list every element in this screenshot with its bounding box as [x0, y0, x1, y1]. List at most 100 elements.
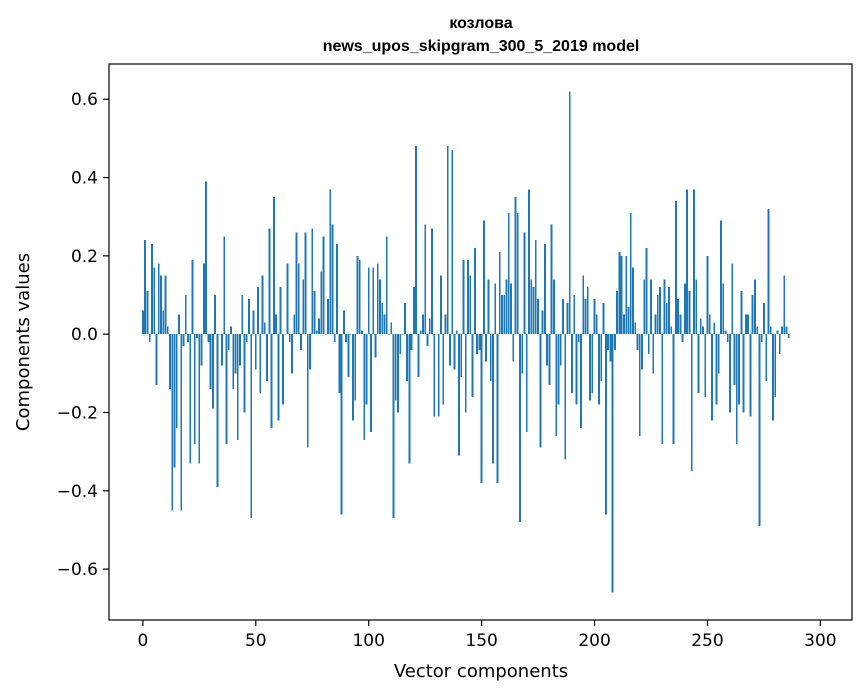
bar — [787, 334, 790, 339]
bar — [713, 322, 716, 335]
bar — [327, 298, 329, 335]
bar — [478, 334, 481, 350]
bar — [665, 302, 668, 335]
bar — [609, 334, 612, 362]
bar — [223, 236, 226, 335]
bar — [322, 236, 325, 335]
bar — [313, 291, 316, 335]
bar — [674, 201, 677, 335]
bar — [467, 259, 469, 335]
bar — [600, 334, 603, 382]
bar — [645, 248, 648, 335]
bar — [519, 334, 521, 523]
bar — [214, 295, 217, 335]
bar — [211, 334, 214, 409]
bar — [164, 275, 167, 335]
bar — [275, 314, 278, 335]
bar — [598, 334, 600, 405]
bar — [252, 310, 255, 335]
bar — [333, 334, 336, 342]
bar — [408, 334, 411, 464]
bar — [593, 298, 596, 335]
bar — [277, 334, 280, 421]
bar — [279, 287, 282, 335]
bar — [358, 259, 361, 335]
bar — [422, 314, 424, 335]
bar — [417, 334, 420, 378]
bar — [575, 334, 578, 405]
bar — [783, 275, 786, 335]
bar — [460, 334, 463, 378]
bar — [523, 232, 526, 335]
bar — [304, 232, 307, 335]
y-tick-label: −0.6 — [57, 560, 98, 580]
bar — [347, 334, 350, 378]
bar — [221, 334, 223, 366]
bar — [781, 326, 783, 335]
bar — [769, 326, 772, 335]
bar — [616, 291, 619, 335]
bar — [650, 279, 652, 335]
bar — [428, 318, 431, 335]
bar — [329, 189, 332, 335]
bar — [582, 275, 585, 335]
bar — [410, 334, 413, 350]
bar — [711, 334, 713, 421]
bar — [550, 224, 553, 335]
bar — [354, 334, 357, 401]
bar — [261, 275, 264, 335]
bar — [489, 334, 492, 382]
bar — [453, 334, 456, 370]
bar — [399, 334, 402, 354]
bar — [681, 334, 684, 342]
bar — [444, 314, 447, 335]
y-tick-label: −0.2 — [57, 403, 98, 423]
bar — [363, 334, 366, 440]
bar — [738, 334, 740, 405]
bar — [602, 302, 605, 335]
bar — [352, 334, 354, 421]
bar — [546, 334, 549, 366]
chart-subtitle: news_upos_skipgram_300_5_2019 model — [323, 38, 640, 55]
bar — [302, 279, 305, 335]
bar — [431, 228, 433, 335]
bar — [758, 334, 761, 527]
bar — [442, 334, 445, 405]
bar — [471, 334, 474, 397]
bar — [618, 251, 621, 335]
bar — [365, 334, 368, 405]
bar — [492, 334, 494, 464]
bar — [505, 279, 508, 335]
bar — [151, 244, 153, 335]
bar — [383, 314, 386, 335]
bar — [496, 334, 499, 483]
bar — [272, 197, 275, 335]
bar — [458, 334, 460, 456]
bar — [702, 326, 704, 335]
bar — [487, 279, 490, 335]
bar — [372, 267, 375, 335]
bar — [379, 279, 381, 335]
bar — [693, 189, 695, 335]
bar — [309, 334, 311, 370]
bar — [543, 244, 546, 335]
x-tick-label: 0 — [137, 631, 148, 651]
bar — [141, 310, 144, 335]
bar — [180, 334, 183, 511]
bar — [476, 334, 479, 354]
bar — [146, 291, 149, 335]
bar — [171, 334, 174, 511]
bar — [259, 334, 262, 393]
bar — [248, 298, 250, 335]
bar — [677, 298, 680, 335]
bar — [207, 334, 210, 342]
bar — [562, 298, 564, 335]
x-axis-label: Vector components — [394, 661, 568, 682]
bar — [498, 251, 501, 335]
bar — [778, 334, 781, 354]
bar — [281, 334, 284, 405]
bar — [342, 310, 345, 335]
y-axis-label: Components values — [13, 253, 34, 431]
bar — [620, 255, 623, 335]
bar — [613, 334, 616, 350]
